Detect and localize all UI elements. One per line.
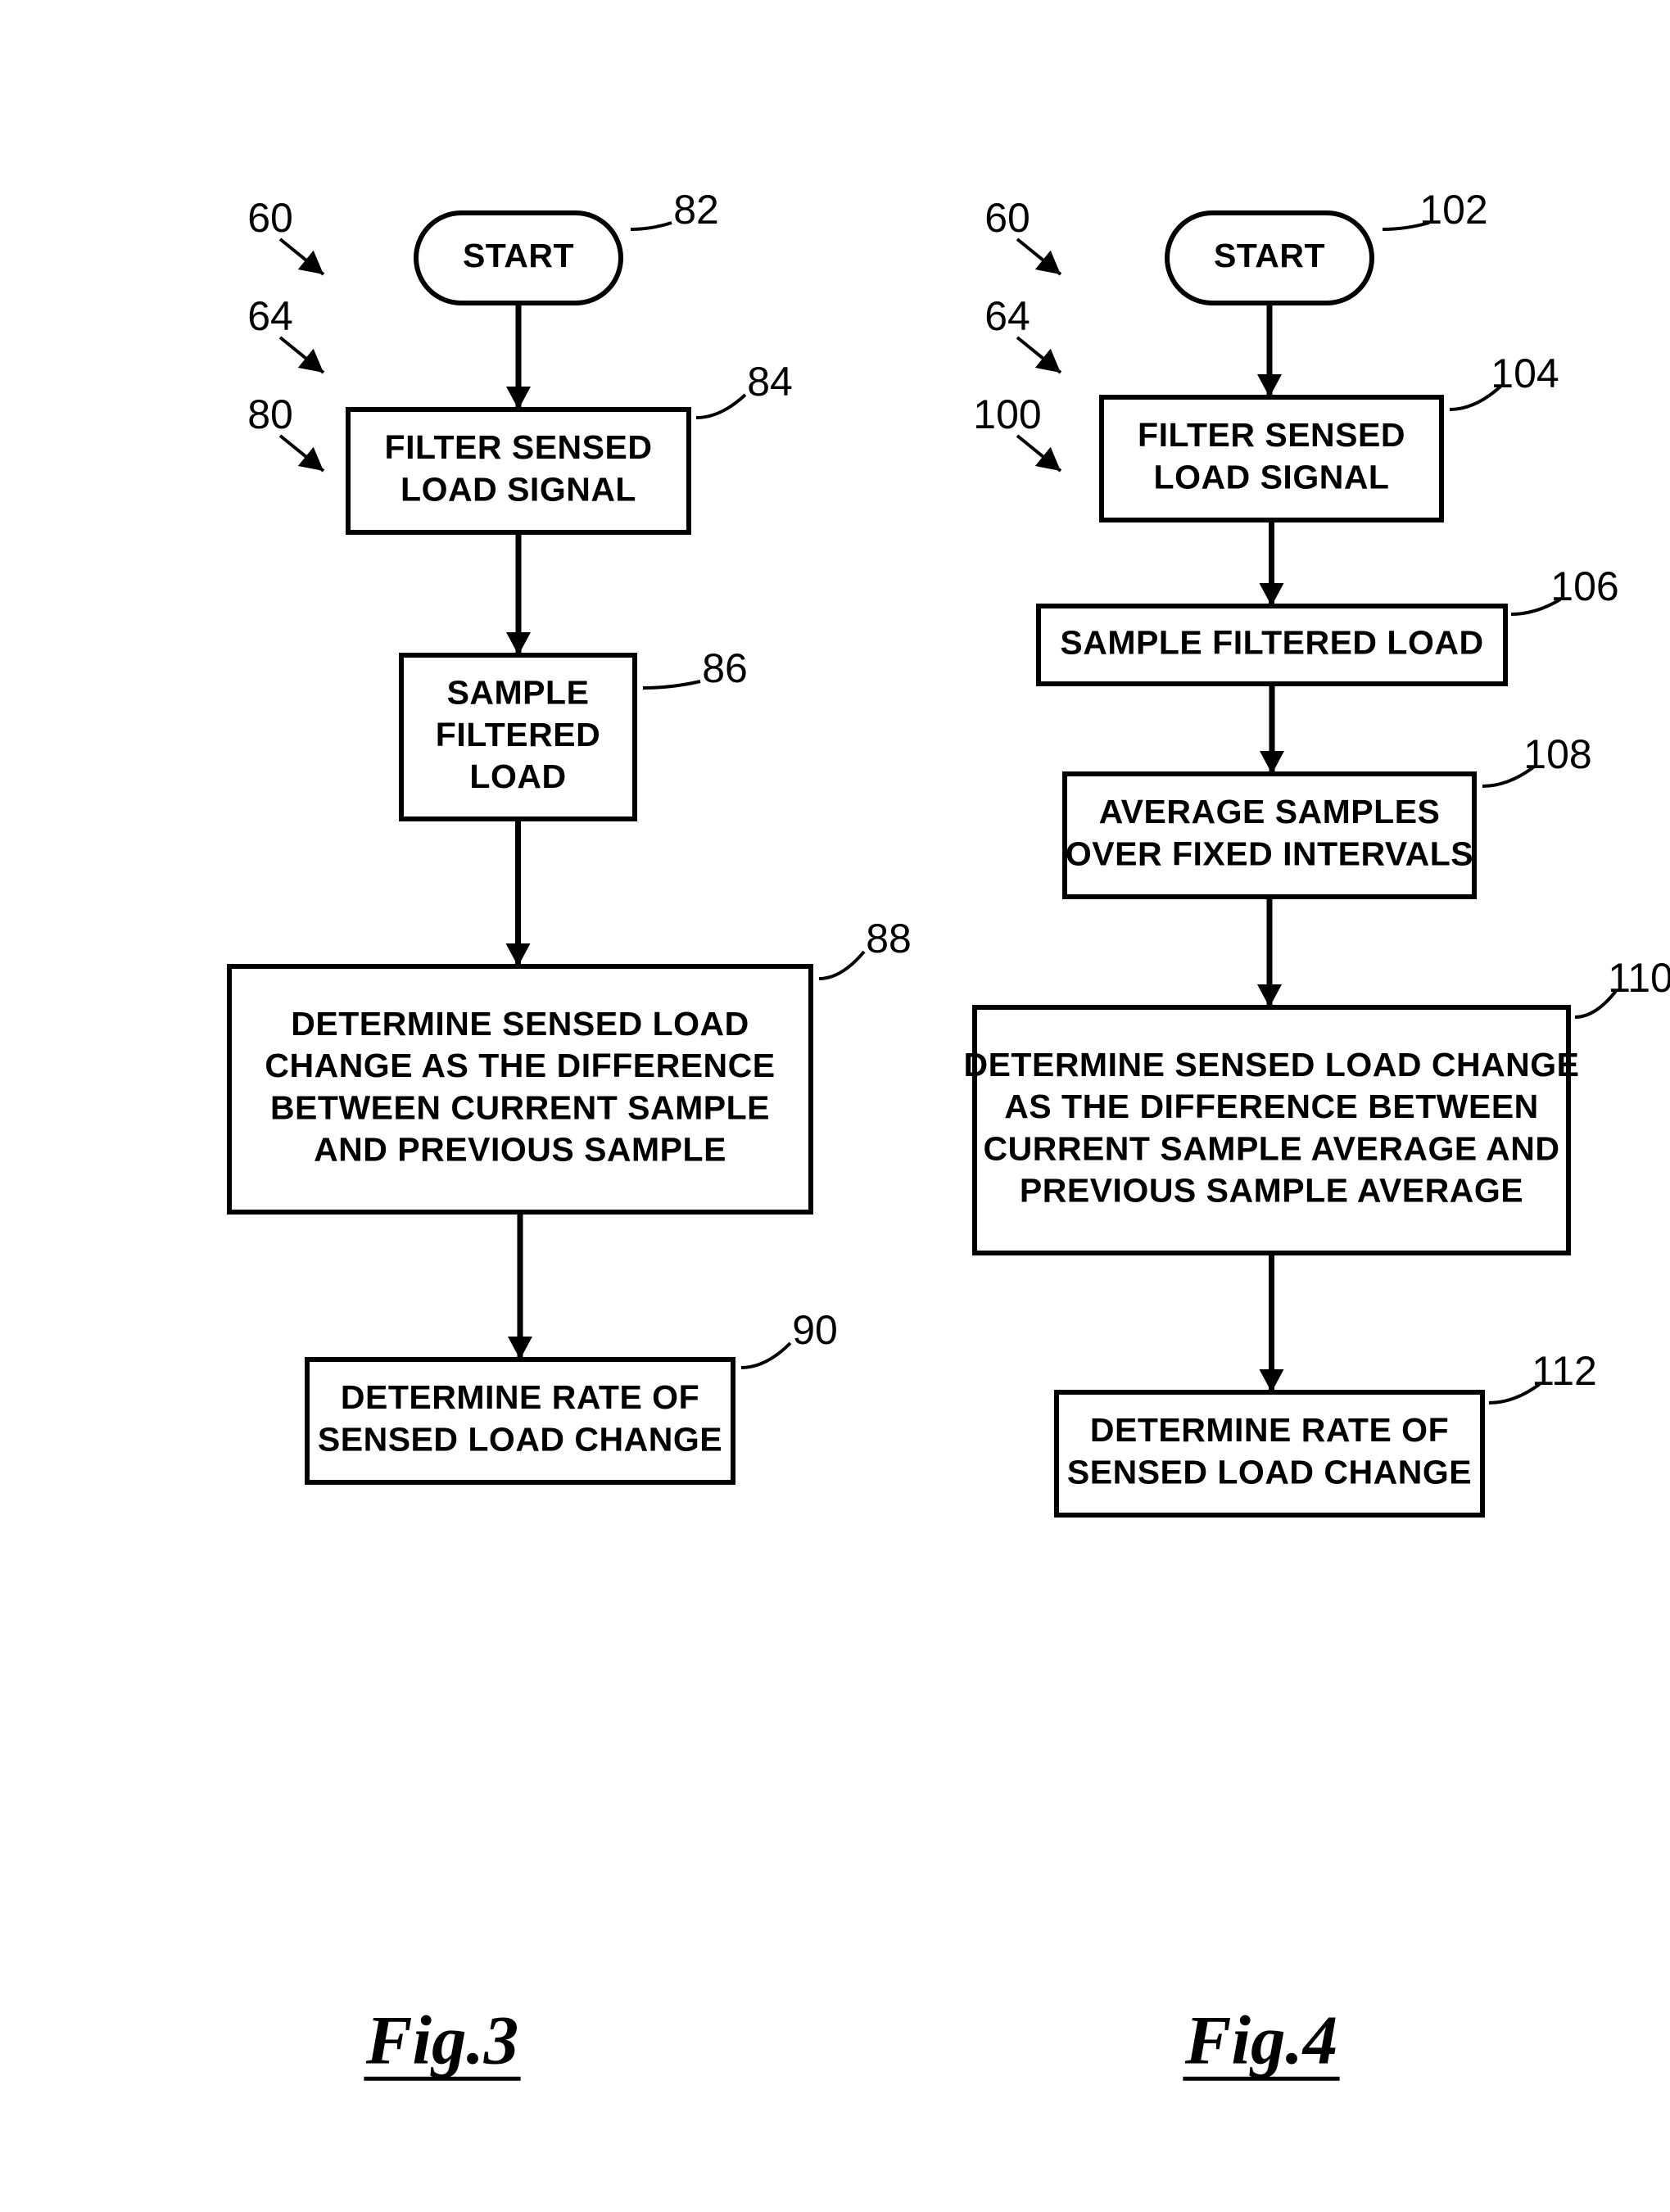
reference-number: 80 — [247, 391, 293, 437]
node-label: SAMPLE FILTERED LOAD — [1060, 623, 1483, 661]
node-label: DETERMINE RATE OF — [1090, 1411, 1449, 1449]
reference-number: 110 — [1608, 955, 1670, 1001]
reference-number: 112 — [1532, 1348, 1597, 1394]
node-label: FILTER SENSED — [385, 428, 653, 466]
node-label: LOAD — [469, 758, 566, 795]
node-label: LOAD SIGNAL — [401, 470, 636, 508]
node-label: PREVIOUS SAMPLE AVERAGE — [1020, 1172, 1523, 1210]
reference-number: 90 — [792, 1307, 838, 1353]
reference-number: 108 — [1523, 731, 1591, 777]
reference-number: 84 — [747, 359, 793, 405]
reference-number: 102 — [1419, 187, 1487, 233]
reference-number: 64 — [247, 293, 293, 339]
figure-label: Fig.3 — [365, 2002, 519, 2079]
reference-number: 88 — [866, 916, 912, 961]
diagram-canvas: START 82 FILTER SENSED LOAD SIGNAL 84 SAMPLE F… — [0, 0, 1670, 2212]
node-label: FILTER SENSED — [1138, 416, 1405, 454]
node-label: CHANGE AS THE DIFFERENCE — [265, 1047, 775, 1084]
node-label: START — [1214, 237, 1325, 274]
node-label: SAMPLE — [447, 674, 590, 712]
node-label: CURRENT SAMPLE AVERAGE AND — [984, 1129, 1560, 1167]
node-label: SENSED LOAD CHANGE — [1067, 1453, 1472, 1490]
node-label: OVER FIXED INTERVALS — [1066, 835, 1473, 872]
figure-label: Fig.4 — [1184, 2002, 1338, 2079]
node-label: AVERAGE SAMPLES — [1099, 793, 1441, 830]
reference-number: 86 — [702, 645, 748, 691]
node-label: AND PREVIOUS SAMPLE — [314, 1131, 726, 1169]
reference-number: 100 — [973, 391, 1041, 437]
reference-number: 60 — [984, 195, 1030, 241]
node-label: AS THE DIFFERENCE BETWEEN — [1004, 1088, 1539, 1125]
node-label: DETERMINE SENSED LOAD CHANGE — [963, 1046, 1579, 1083]
reference-number: 82 — [673, 187, 719, 233]
node-label: LOAD SIGNAL — [1154, 458, 1390, 495]
reference-number: 64 — [984, 293, 1030, 339]
node-label: START — [463, 237, 574, 274]
node-label: DETERMINE SENSED LOAD — [291, 1005, 749, 1043]
node-label: SENSED LOAD CHANGE — [318, 1420, 722, 1458]
reference-number: 60 — [247, 195, 293, 241]
node-label: BETWEEN CURRENT SAMPLE — [270, 1088, 770, 1126]
node-label: DETERMINE RATE OF — [341, 1378, 699, 1416]
node-label: FILTERED — [436, 716, 600, 753]
reference-number: 104 — [1491, 351, 1559, 396]
reference-number: 106 — [1550, 563, 1618, 609]
